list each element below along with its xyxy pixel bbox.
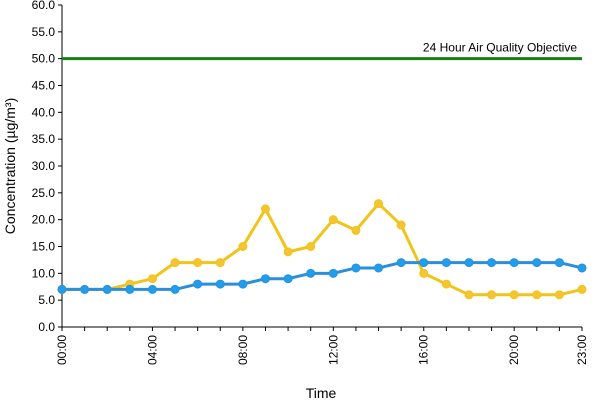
y-tick-label: 0.0: [38, 320, 55, 334]
y-tick-label: 10.0: [32, 266, 56, 280]
y-tick-label: 45.0: [32, 79, 56, 93]
y-tick-label: 5.0: [38, 293, 55, 307]
series-1-point: [509, 290, 519, 300]
series-2-point: [283, 274, 293, 284]
y-tick-label: 20.0: [32, 213, 56, 227]
series-2-point: [419, 258, 429, 268]
series-2-point: [306, 268, 316, 278]
series-1-point: [215, 258, 225, 268]
x-tick-label: 23:00: [575, 335, 589, 365]
series-1-point: [577, 284, 587, 294]
y-axis-ticks: 0.0 5.0 10.0 15.0 20.0 25.0 30.0 35.0 40.0 45.0 50…: [32, 0, 62, 334]
y-axis-title: Concentration (µg/m³): [2, 98, 18, 234]
y-tick-label: 60.0: [32, 0, 56, 12]
series-2-point: [193, 279, 203, 289]
series-2-point: [351, 263, 361, 273]
series-2-point: [509, 258, 519, 268]
objective-label: 24 Hour Air Quality Objective: [423, 41, 577, 55]
x-tick-label: 16:00: [417, 335, 431, 365]
series-1-point: [419, 268, 429, 278]
series-2-point: [464, 258, 474, 268]
y-tick-label: 50.0: [32, 52, 56, 66]
series-2-point: [170, 284, 180, 294]
series-2-point: [374, 263, 384, 273]
series-1-point: [464, 290, 474, 300]
series-2-point: [260, 274, 270, 284]
series-1-point: [306, 242, 316, 251]
series-1-point: [147, 274, 157, 284]
series-2-point: [487, 258, 497, 268]
series-1-point: [351, 225, 361, 235]
series-1-point: [283, 247, 293, 257]
series-1-point: [441, 279, 451, 289]
y-tick-label: 30.0: [32, 159, 56, 173]
series-2-point: [532, 258, 542, 268]
y-tick-label: 25.0: [32, 186, 56, 200]
x-tick-label: 20:00: [507, 335, 521, 365]
x-tick-label: 04:00: [145, 335, 159, 365]
series-line-2: [62, 261, 583, 291]
series-1-point: [170, 258, 180, 268]
series-2-point: [215, 279, 225, 289]
x-tick-label: 08:00: [236, 335, 250, 365]
series-1-point: [193, 258, 203, 268]
y-tick-label: 15.0: [32, 240, 56, 254]
series-1-point: [554, 290, 564, 300]
series-2-point: [125, 284, 135, 294]
x-tick-label: 12:00: [326, 335, 340, 365]
reference-line-group: 24 Hour Air Quality Objective: [62, 41, 582, 61]
x-axis-title: Time: [306, 385, 337, 400]
series-2-point: [328, 268, 338, 278]
series-2-point: [238, 279, 248, 289]
series-1-point: [487, 290, 497, 300]
series-line-1: [62, 202, 583, 297]
series-1-point: [260, 204, 270, 214]
x-axis-ticks: 00:00 04:00 08:00 12:00 16:00 20:00 23:00: [55, 327, 589, 365]
series-1-point: [532, 290, 542, 300]
series-2-point: [147, 284, 157, 294]
series-2-point: [57, 284, 67, 294]
series-2-point: [80, 284, 90, 294]
y-tick-label: 35.0: [32, 132, 56, 146]
series-layer: [57, 199, 587, 300]
y-tick-label: 40.0: [32, 105, 56, 119]
x-tick-label: 00:00: [55, 335, 69, 365]
y-tick-label: 55.0: [32, 25, 56, 39]
series-2-point: [396, 258, 406, 268]
series-1-point: [328, 215, 338, 225]
series-2-point: [577, 263, 587, 273]
series-2-point: [441, 258, 451, 268]
series-1-point: [238, 242, 248, 251]
series-1-point: [374, 199, 384, 209]
series-2-point: [554, 258, 564, 268]
series-2-point: [102, 284, 112, 294]
series-1-point: [396, 220, 406, 230]
